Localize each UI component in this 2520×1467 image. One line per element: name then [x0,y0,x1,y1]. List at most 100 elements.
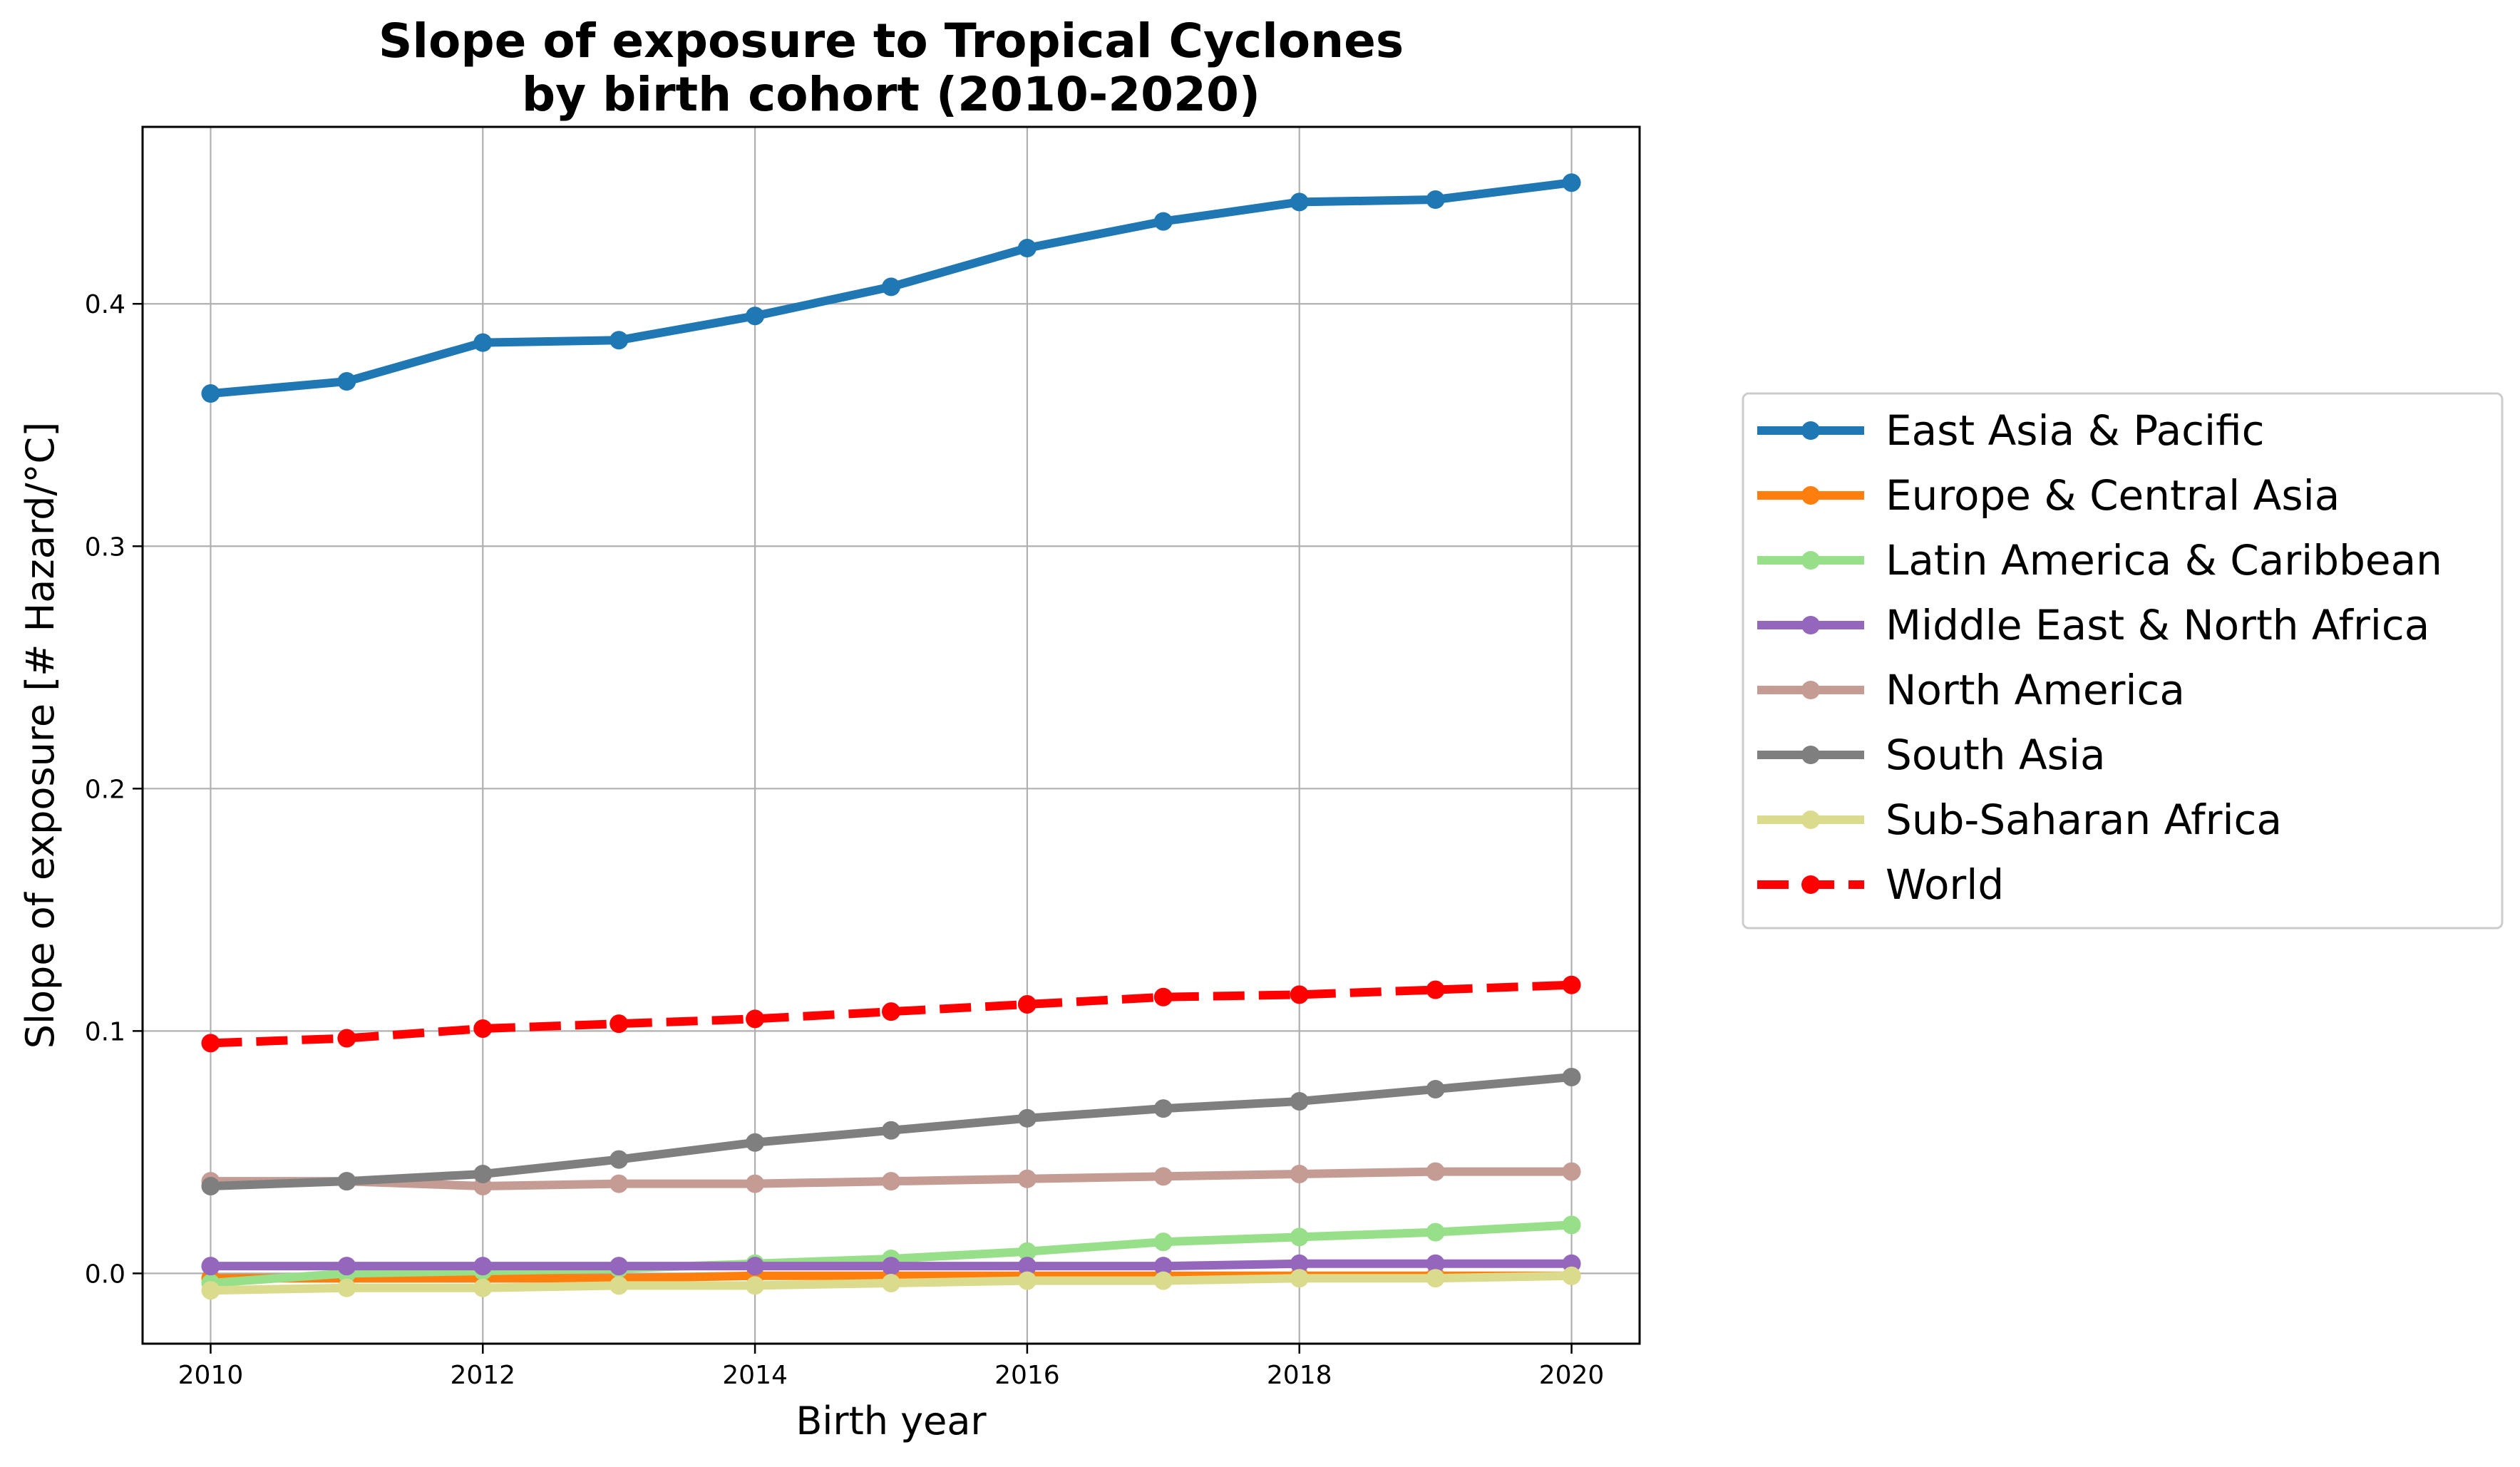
data-point [1153,1271,1173,1290]
y-tick-label: 0.2 [85,775,125,804]
y-tick-label: 0.0 [85,1260,125,1289]
data-point [473,1019,493,1038]
legend: East Asia & Pacific Europe & Central Asia… [1742,392,2504,930]
series-middle-east-north-africa [201,1254,1581,1276]
legend-item-east-asia-pacific: East Asia & Pacific [1757,406,2265,455]
data-point [201,1257,220,1276]
legend-label: Middle East & North Africa [1886,601,2429,649]
data-point [882,1121,900,1140]
data-point [473,1257,493,1276]
legend-item-south-asia: South Asia [1757,731,2106,779]
legend-item-europe-central-asia: Europe & Central Asia [1757,471,2340,520]
x-tick-label: 2014 [722,1361,788,1390]
legend-item-latin-america-caribbean: Latin America & Caribbean [1757,536,2442,585]
data-point [610,331,629,350]
data-point [1562,1162,1581,1181]
data-point [746,1174,765,1193]
series-layer [201,173,1581,1300]
series-sub-saharan-africa [201,1266,1581,1300]
data-point [1426,1222,1445,1242]
x-tick-label: 2018 [1267,1361,1332,1390]
data-point [337,1029,356,1048]
data-point [1426,1079,1445,1098]
data-point [1153,1257,1173,1276]
data-point [473,1278,493,1297]
y-axis-label: Slope of exposure [# Hazard/°C] [18,422,63,1049]
data-point [1153,1099,1173,1118]
legend-item-sub-saharan-africa: Sub-Saharan Africa [1757,796,2282,844]
data-point [882,1172,900,1191]
legend-label: East Asia & Pacific [1886,406,2265,455]
data-point [1153,212,1173,231]
data-point [1153,1232,1173,1252]
legend-label: Latin America & Caribbean [1886,536,2442,585]
legend-frame [1742,392,2504,930]
data-point [1017,1108,1037,1128]
data-point [1017,1257,1037,1276]
x-tick-label: 2016 [994,1361,1060,1390]
series-east-asia-pacific [201,173,1581,403]
legend-label: South Asia [1886,731,2106,779]
data-point [1017,994,1037,1014]
data-point [1017,239,1037,258]
x-axis-label: Birth year [796,1399,987,1443]
series-south-asia [201,1067,1581,1195]
data-point [746,1133,765,1152]
data-point [1290,1091,1309,1111]
data-point [1153,987,1173,1007]
data-point [1562,1067,1581,1086]
data-point [1426,1254,1445,1273]
plot-frame [141,125,1641,1345]
data-point [201,1281,220,1300]
data-point [882,1273,900,1292]
data-point [610,1014,629,1034]
series-world [201,975,1581,1053]
data-point [1290,985,1309,1004]
data-point [1562,975,1581,994]
legend-label: North America [1886,666,2185,714]
data-point [201,1176,220,1195]
grid-lines [143,127,1640,1344]
legend-label: World [1886,860,2004,909]
data-point [610,1150,629,1169]
data-point [1153,1167,1173,1186]
data-point [473,333,493,352]
chart-title: Slope of exposure to Tropical Cyclones by… [379,14,1404,122]
data-point [1426,1162,1445,1181]
data-point [610,1276,629,1295]
data-point [882,1257,900,1276]
data-point [1290,192,1309,212]
data-point [1017,1242,1037,1261]
legend-swatch-marker [1801,681,1820,699]
data-point [746,1257,765,1276]
legend-label: Europe & Central Asia [1886,471,2340,520]
x-tick-label: 2020 [1539,1361,1605,1390]
legend-item-middle-east-north-africa: Middle East & North Africa [1757,601,2429,649]
data-point [201,384,220,403]
data-point [746,307,765,326]
data-point [337,1172,356,1191]
legend-swatch-marker [1801,421,1820,440]
legend-swatch-marker [1801,616,1820,634]
legend-swatch-marker [1801,875,1820,894]
data-point [337,1278,356,1297]
legend-swatch-marker [1801,551,1820,570]
data-point [201,1034,220,1053]
legend-swatch-marker [1801,486,1820,505]
axis-ticks: 2010 2012 2014 2016 2018 2020 0.0 0.1 0.2 0.3 0.4 [85,290,1605,1390]
data-point [1562,173,1581,192]
data-point [1017,1169,1037,1188]
x-tick-label: 2010 [178,1361,244,1390]
data-point [1017,1271,1037,1290]
data-point [746,1276,765,1295]
legend-swatch-marker [1801,810,1820,829]
data-point [1290,1227,1309,1247]
y-tick-label: 0.1 [85,1017,125,1046]
legend-item-north-america: North America [1757,666,2185,714]
data-point [337,372,356,391]
data-point [1562,1215,1581,1235]
data-point [337,1257,356,1276]
data-point [610,1174,629,1193]
y-tick-label: 0.3 [85,532,125,562]
